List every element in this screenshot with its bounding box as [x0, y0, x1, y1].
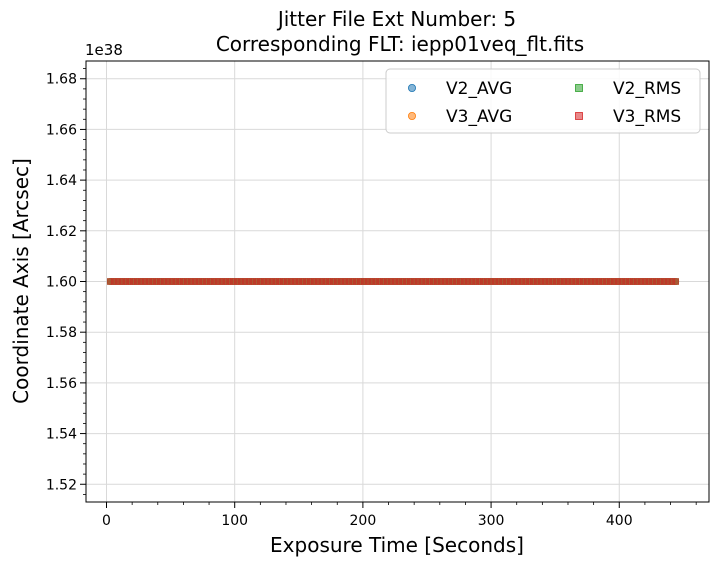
x-tick-label: 400 [606, 513, 633, 529]
y-tick-label: 1.54 [46, 427, 77, 443]
legend: V2_AVG V3_AVG V2_RMS V3_RMS [385, 68, 701, 134]
plot-frame [85, 60, 710, 503]
y-tick-label: 1.68 [46, 72, 77, 88]
y-tick-label: 1.52 [46, 477, 77, 493]
legend-box [385, 68, 701, 134]
plot-area: 0 100 200 300 400 1.52 1.54 1.56 1.58 1.60 1.62 1.6… [46, 60, 710, 529]
x-axis-label: Exposure Time [Seconds] [270, 533, 524, 557]
y-tick-label: 1.60 [46, 275, 77, 291]
y-tick-label: 1.66 [46, 122, 77, 138]
y-axis-label: Coordinate Axis [Arcsec] [9, 158, 33, 404]
y-tick-label: 1.62 [46, 224, 77, 240]
data-point [672, 278, 679, 285]
x-tick-label: 0 [102, 513, 111, 529]
y-tick-label: 1.64 [46, 173, 77, 189]
legend-marker [407, 84, 416, 93]
chart-title-line2: Corresponding FLT: iepp01veq_flt.fits [216, 32, 584, 56]
y-tick-label: 1.58 [46, 325, 77, 341]
x-tick-label: 200 [350, 513, 377, 529]
chart-title-line1: Jitter File Ext Number: 5 [276, 7, 516, 31]
legend-label: V2_RMS [613, 79, 681, 99]
legend-label: V3_AVG [446, 107, 512, 127]
y-tick-label: 1.56 [46, 376, 77, 392]
y-offset-label: 1e38 [85, 41, 123, 59]
legend-label: V3_RMS [613, 107, 681, 127]
legend-marker [407, 112, 416, 121]
legend-label: V2_AVG [446, 79, 512, 99]
x-tick-label: 300 [478, 513, 505, 529]
series-v3-rms [107, 278, 679, 285]
legend-marker [575, 84, 583, 92]
legend-marker [575, 112, 583, 120]
x-tick-label: 100 [221, 513, 248, 529]
